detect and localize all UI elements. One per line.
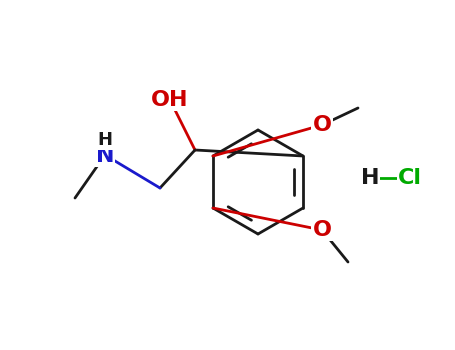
Text: Cl: Cl bbox=[398, 168, 422, 188]
Text: H: H bbox=[361, 168, 379, 188]
Text: OH: OH bbox=[151, 90, 189, 110]
Text: N: N bbox=[96, 146, 114, 166]
Text: O: O bbox=[313, 220, 332, 240]
Text: H: H bbox=[97, 131, 112, 149]
Text: O: O bbox=[313, 115, 332, 135]
